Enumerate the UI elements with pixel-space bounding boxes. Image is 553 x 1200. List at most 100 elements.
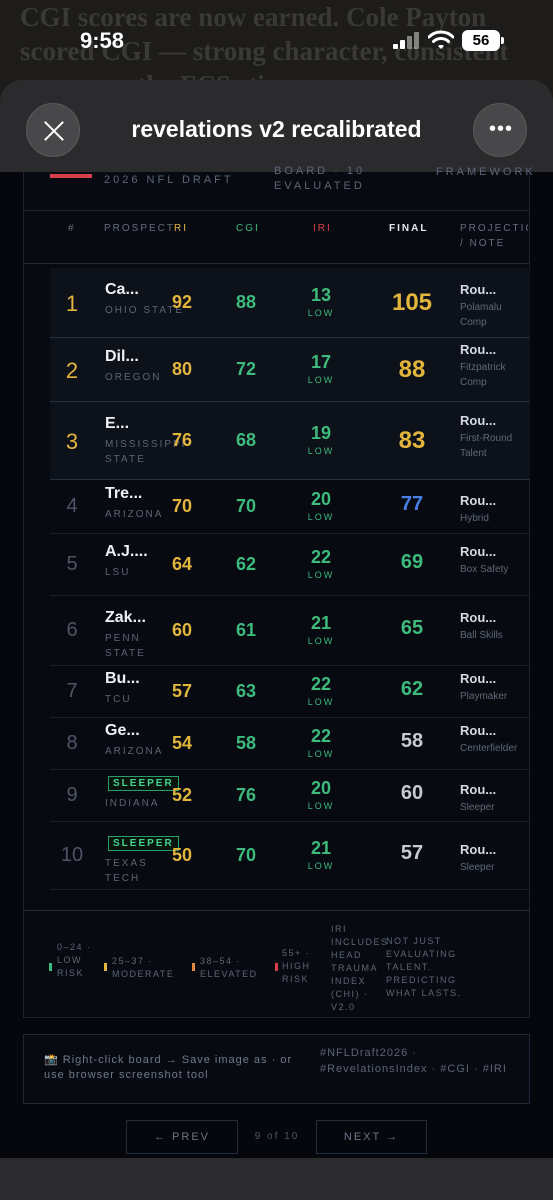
row-rank: 3 [65,429,79,454]
iri-score: 20 [310,489,332,509]
projection-note: First-Round Talent [460,433,513,459]
iri-score: 22 [310,547,332,567]
more-options-button[interactable]: ••• [473,103,527,157]
col-rank: # [68,223,76,234]
legend-low-swatch [49,963,52,971]
legend-high-swatch [275,963,278,971]
sleeper-badge: SLEEPER [108,836,179,851]
projection-note: Fitzpatrick Comp [460,362,506,388]
legend-elevated-swatch [192,963,195,971]
framework-label: FRAMEWORK [436,166,536,178]
board-top-strip: 2026 NFL DRAFT BOARD · 10 EVALUATED FRAM… [24,165,533,208]
row-rank: 8 [66,732,78,754]
iri-risk-label: LOW [307,697,335,707]
table-row[interactable]: 2 Dil... OREGON 80 72 17 LOW 88 Rou... Fitzpatric… [50,338,530,402]
legend-elevated: 38–54 · ELEVATED [200,956,258,979]
prospect-school: ARIZONA [105,509,164,520]
page-count: 9 of 10 [254,1131,300,1142]
final-score: 62 [400,678,424,700]
iri-score: 13 [310,285,332,305]
next-button[interactable]: NEXT → [316,1120,427,1154]
table-row[interactable]: 4 Tre... ARIZONA 70 70 20 LOW 77 Rou... Hybrid [50,480,530,534]
iri-score: 20 [310,778,332,798]
col-ri: RI [174,223,188,234]
cgi-score: 68 [235,430,257,450]
col-iri: IRI [313,223,332,234]
prospect-name: Bu... [105,670,140,687]
ri-score: 52 [171,785,193,805]
table-row[interactable]: 9 SLEEPER INDIANA 52 76 20 LOW 60 Rou... Sleeper [50,770,530,822]
prospect-name: Ge... [105,722,140,739]
prev-button[interactable]: ← PREV [126,1120,238,1154]
final-score: 105 [391,289,433,316]
table-row[interactable]: 1 Ca... OHIO STATE 92 88 13 LOW 105 Rou... Polama… [50,268,530,338]
iri-risk-label: LOW [307,446,335,456]
iri-note: IRI INCLUDES HEAD TRAUMA INDEX (CHI) · V… [331,924,389,1012]
iri-risk-label: LOW [307,801,335,811]
iri-score: 19 [310,423,332,443]
iri-score: 22 [310,674,332,694]
sleeper-badge: SLEEPER [108,776,179,791]
row-rank: 9 [66,784,78,806]
row-rank: 10 [60,844,84,866]
final-score: 83 [398,427,426,454]
close-button[interactable] [26,103,80,157]
iri-risk-label: LOW [307,636,335,646]
col-prospect: PROSPECT [104,223,176,234]
table-row[interactable]: 10 SLEEPER TEXAS TECH 50 70 21 LOW 57 Rou... Slee… [50,822,530,890]
export-box: 📸 Right-click board → Save image as · or… [23,1034,530,1104]
legend: 0–24 · LOW RISK 25–37 · MODERATE 38–54 ·… [23,910,530,1018]
export-instructions: 📸 Right-click board → Save image as · or… [44,1054,293,1081]
table-row[interactable]: 7 Bu... TCU 57 63 22 LOW 62 Rou... Playmaker [50,666,530,718]
iri-risk-label: LOW [307,570,335,580]
prospect-name: Zak... [105,609,146,626]
projection-note: Centerfielder [460,743,518,754]
ri-score: 92 [171,292,193,312]
battery-icon: 56 [462,30,504,51]
sheet-header: revelations v2 recalibrated ••• [0,80,553,172]
iri-score: 17 [310,352,332,372]
projection-round: Rou... [460,493,497,508]
projection-round: Rou... [460,782,497,797]
col-final: FINAL [389,223,429,234]
iri-risk-label: LOW [307,308,335,318]
final-score: 58 [400,730,424,752]
row-rank: 5 [66,553,78,575]
board-evaluated-label: BOARD · 10 EVALUATED [274,165,366,192]
hashtags: #NFLDraft2026 · #RevelationsIndex · #CGI… [320,1047,507,1075]
table-row[interactable]: 6 Zak... PENN STATE 60 61 21 LOW 65 Rou... Ball S… [50,596,530,666]
projection-round: Rou... [460,671,497,686]
cellular-signal-icon [393,32,419,49]
table-row[interactable]: 5 A.J.... LSU 64 62 22 LOW 69 Rou... Box Safety [50,534,530,596]
iri-score: 22 [310,726,332,746]
ri-score: 64 [171,554,193,574]
status-time: 9:58 [80,28,125,53]
projection-note: Sleeper [460,862,495,873]
sheet-title: revelations v2 recalibrated [131,116,422,142]
ri-score: 57 [171,681,193,701]
wifi-icon [428,30,454,49]
bottom-toolbar [0,1158,553,1200]
prospect-school: ARIZONA [105,746,164,757]
cgi-score: 61 [235,620,257,640]
cgi-score: 63 [235,681,257,701]
cgi-score: 58 [235,733,257,753]
draft-label: 2026 NFL DRAFT [104,174,234,186]
projection-note: Polamalu Comp [460,302,502,328]
cgi-score: 70 [235,496,257,516]
legend-moderate-swatch [104,963,107,971]
projection-round: Rou... [460,723,497,738]
prospect-name: Ca... [105,281,139,298]
table-row[interactable]: 8 Ge... ARIZONA 54 58 22 LOW 58 Rou... Centerfiel… [50,718,530,770]
table-row[interactable]: 3 E... MISSISSIPPI STATE 76 68 19 LOW 83 Rou... F… [50,402,530,480]
prospect-school: LSU [105,567,131,578]
iri-risk-label: LOW [307,375,335,385]
projection-round: Rou... [460,610,497,625]
projection-round: Rou... [460,544,497,559]
projection-round: Rou... [460,413,497,428]
accent-bar [50,174,92,178]
ri-score: 60 [171,620,193,640]
tagline: NOT JUST EVALUATING TALENT. PREDICTING W… [386,936,462,998]
projection-note: Playmaker [460,691,508,702]
prospect-name: Tre... [105,485,143,502]
